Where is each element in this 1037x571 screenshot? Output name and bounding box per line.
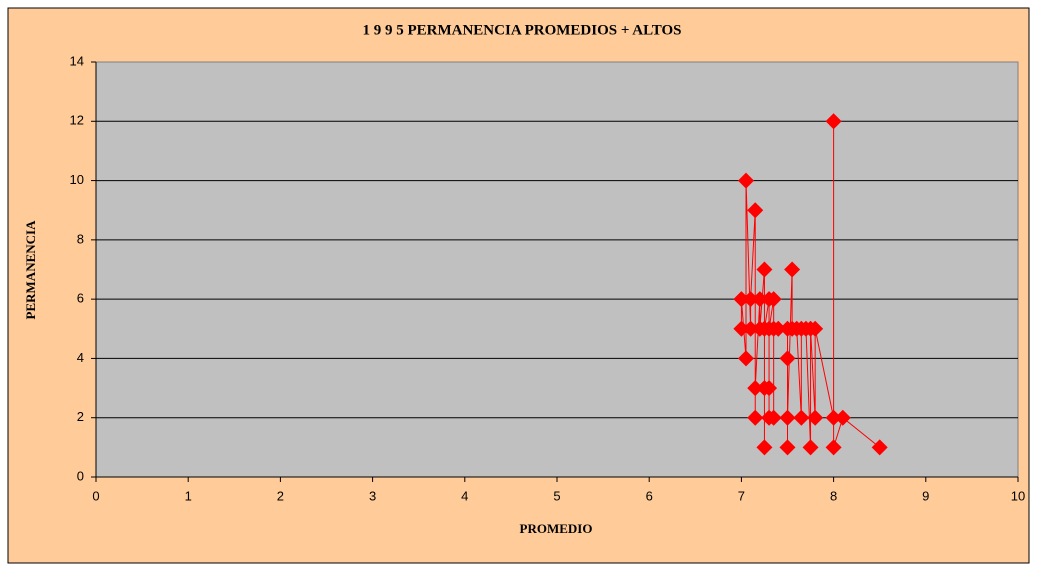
y-tick-label: 8 bbox=[77, 231, 84, 246]
marker bbox=[751, 291, 768, 308]
x-tick-label: 2 bbox=[277, 488, 284, 503]
marker bbox=[756, 261, 773, 278]
marker bbox=[802, 439, 819, 456]
marker bbox=[733, 291, 750, 308]
x-tick-label: 6 bbox=[646, 488, 653, 503]
x-tick-label: 9 bbox=[922, 488, 929, 503]
chart-title: 1 9 9 5 PERMANENCIA PROMEDIOS + ALTOS bbox=[362, 22, 681, 38]
marker bbox=[756, 439, 773, 456]
marker bbox=[779, 409, 796, 426]
marker bbox=[742, 291, 759, 308]
marker bbox=[825, 113, 842, 130]
y-tick-label: 4 bbox=[77, 350, 84, 365]
y-axis-label: PERMANENCIA bbox=[23, 220, 38, 320]
marker bbox=[807, 409, 824, 426]
x-tick-label: 4 bbox=[461, 488, 468, 503]
marker bbox=[807, 320, 824, 337]
marker bbox=[779, 439, 796, 456]
x-tick-label: 5 bbox=[553, 488, 560, 503]
y-tick-label: 2 bbox=[77, 409, 84, 424]
plot-area bbox=[95, 61, 1019, 478]
marker bbox=[765, 291, 782, 308]
x-tick-label: 3 bbox=[369, 488, 376, 503]
y-tick-label: 12 bbox=[70, 113, 84, 128]
marker bbox=[738, 172, 755, 189]
marker bbox=[825, 439, 842, 456]
marker bbox=[761, 380, 778, 397]
marker bbox=[738, 350, 755, 367]
x-tick-label: 1 bbox=[185, 488, 192, 503]
x-tick-label: 10 bbox=[1011, 488, 1025, 503]
marker bbox=[770, 320, 787, 337]
marker bbox=[747, 409, 764, 426]
marker bbox=[747, 202, 764, 219]
marker bbox=[747, 380, 764, 397]
marker bbox=[834, 409, 851, 426]
marker bbox=[733, 320, 750, 337]
marker bbox=[793, 409, 810, 426]
marker bbox=[779, 350, 796, 367]
x-tick-label: 8 bbox=[830, 488, 837, 503]
y-tick-label: 0 bbox=[77, 468, 84, 483]
marker bbox=[825, 409, 842, 426]
y-tick-label: 14 bbox=[70, 53, 84, 68]
marker bbox=[765, 409, 782, 426]
x-tick-label: 0 bbox=[92, 488, 99, 503]
x-tick-label: 7 bbox=[738, 488, 745, 503]
y-tick-label: 10 bbox=[70, 172, 84, 187]
marker bbox=[742, 320, 759, 337]
y-tick-label: 6 bbox=[77, 291, 84, 306]
marker bbox=[871, 439, 888, 456]
marker bbox=[784, 261, 801, 278]
x-axis-label: PROMEDIO bbox=[520, 521, 593, 536]
